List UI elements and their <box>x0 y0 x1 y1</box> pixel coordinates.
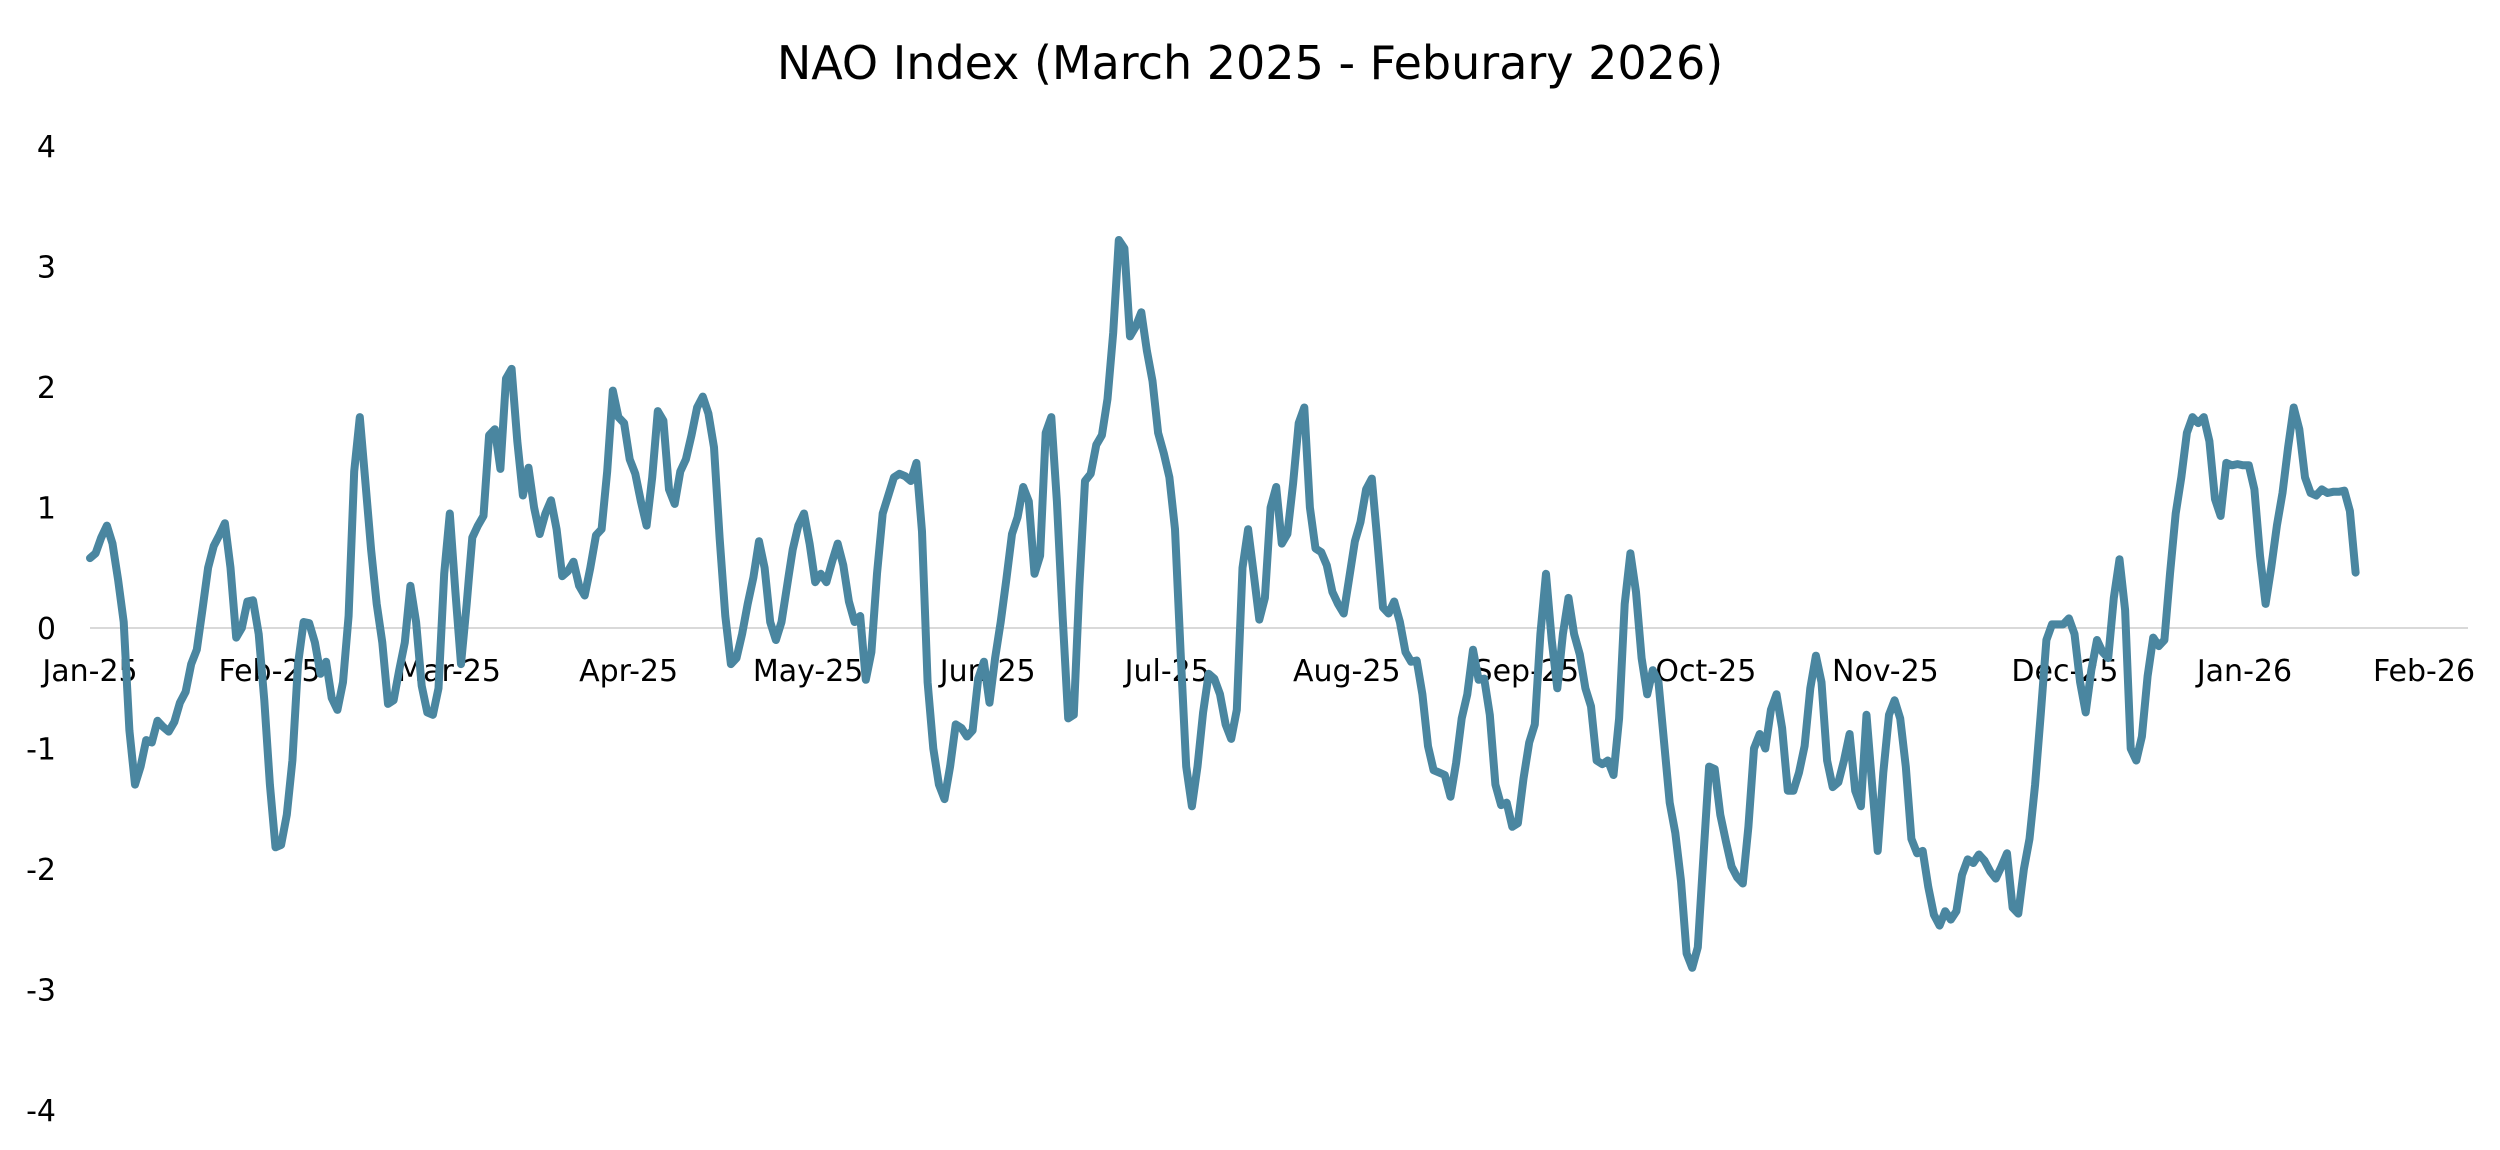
x-tick-label: Jan-25 <box>40 654 137 689</box>
x-tick-label: Jan-26 <box>2195 654 2292 689</box>
chart-title: NAO Index (March 2025 - Feburary 2026) <box>777 36 1723 90</box>
x-tick-label: May-25 <box>753 654 864 689</box>
x-tick-label: Apr-25 <box>579 654 678 689</box>
y-tick-label: -3 <box>26 974 56 1009</box>
x-tick-label: Nov-25 <box>1832 654 1939 689</box>
y-tick-label: 4 <box>37 130 56 165</box>
y-tick-label: 1 <box>37 492 56 527</box>
x-tick-label: Oct-25 <box>1655 654 1756 689</box>
x-tick-label: Dec-25 <box>2011 654 2118 689</box>
x-tick-label: Aug-25 <box>1293 654 1401 689</box>
x-tick-label: Jul-25 <box>1123 654 1210 689</box>
x-tick-label: Feb-25 <box>218 654 320 689</box>
x-tick-label: Mar-25 <box>397 654 501 689</box>
y-tick-label: -1 <box>26 733 56 768</box>
series-group <box>86 236 2360 972</box>
y-tick-label: 3 <box>37 251 56 286</box>
y-tick-label: -2 <box>26 853 56 888</box>
y-tick-label: 0 <box>37 612 56 647</box>
nao-index-series-line <box>86 236 2360 972</box>
y-axis-tick-labels: 4 3 2 1 0 -1 -2 -3 -4 <box>26 130 56 1129</box>
y-tick-label: -4 <box>26 1094 56 1129</box>
x-tick-label: Feb-26 <box>2373 654 2475 689</box>
y-tick-label: 2 <box>37 371 56 406</box>
x-axis-tick-labels: Jan-25 Feb-25 Mar-25 Apr-25 May-25 Jun-25 Jul-… <box>40 654 2475 689</box>
